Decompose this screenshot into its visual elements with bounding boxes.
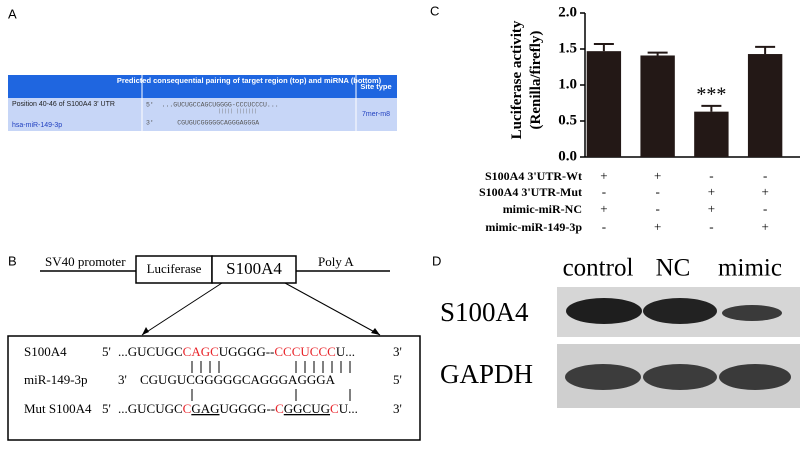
sequence-segment: C (275, 401, 284, 416)
prime-label: 3' (393, 344, 402, 359)
condition-mark: - (709, 219, 713, 234)
lane-label: NC (656, 255, 691, 282)
protein-label: GAPDH (440, 359, 533, 389)
prime-label: 3' (393, 401, 402, 416)
condition-mark: + (654, 168, 661, 183)
sequence-segment: GGCUG (284, 401, 330, 416)
panel-label: A (8, 6, 17, 21)
lane-label: control (563, 255, 634, 282)
polya-label: Poly A (318, 254, 354, 269)
gene-label: S100A4 (226, 259, 282, 278)
sequence-segment: UGGGG-- (219, 344, 275, 359)
condition-mark: + (708, 184, 715, 199)
y-tick-label: 0.0 (558, 148, 577, 164)
arrow (284, 282, 381, 336)
condition-mark: + (600, 168, 607, 183)
bar (586, 51, 622, 157)
condition-mark: - (709, 168, 713, 183)
y-axis-label: Luciferase activity (Renilla/firefly) (509, 20, 544, 139)
table-cell: hsa-miR-149-3p (12, 122, 62, 129)
sequence-segment: C (330, 401, 339, 416)
arrow-head (142, 327, 149, 335)
sequence-segment: ...GUCUGC (118, 344, 183, 359)
sequence-segment: CAGC (183, 344, 219, 359)
condition-mark: + (654, 219, 661, 234)
band (643, 364, 717, 390)
condition-mark: + (708, 201, 715, 216)
y-tick-label: 1.0 (558, 76, 577, 92)
condition-mark: + (761, 219, 768, 234)
bar (747, 54, 783, 157)
row-label: miR-149-3p (24, 372, 88, 387)
pairing-lines (191, 361, 351, 401)
header-cell: Site type (360, 82, 391, 91)
sequence: ...GUCUGCCGAGUGGGG--CGGCUGCU... (118, 401, 358, 416)
table-cell: Position 40-46 of S100A4 3' UTR (12, 101, 115, 108)
prime-label: 5' (393, 372, 402, 387)
arrow (141, 282, 223, 336)
sequence: CGUGUCGGGGGCAGGGAGGGA (140, 372, 336, 387)
condition-mark: - (655, 201, 659, 216)
sequence-segment: GAG (191, 401, 219, 416)
panel-label: D (432, 253, 441, 268)
y-tick-label: 1.5 (558, 40, 577, 56)
bar (640, 55, 675, 158)
sequence-segment: UGGGG-- (220, 401, 276, 416)
band (719, 364, 791, 390)
band (722, 305, 782, 321)
condition-mark: - (602, 219, 606, 234)
promoter-label: SV40 promoter (45, 254, 126, 269)
table-body (8, 98, 397, 131)
y-tick-label: 2.0 (558, 4, 577, 20)
table-cell: 7mer-m8 (362, 111, 390, 118)
prime-label: 5' (102, 401, 111, 416)
protein-label: S100A4 (440, 297, 529, 327)
condition-mark: + (600, 201, 607, 216)
table-header (8, 75, 397, 98)
sequence-segment: U... (339, 401, 358, 416)
band (565, 364, 641, 390)
condition-mark: - (763, 201, 767, 216)
condition-label: S100A4 3'UTR-Mut (479, 185, 582, 199)
condition-mark: - (602, 184, 606, 199)
row-label: Mut S100A4 (24, 401, 92, 416)
arrow-head (371, 328, 380, 335)
y-axis-label-line: Luciferase activity (509, 20, 525, 139)
y-axis-label-line: (Renilla/firefly) (528, 31, 544, 130)
prime-label: 3' (118, 372, 127, 387)
condition-label: S100A4 3'UTR-Wt (485, 169, 582, 183)
sequence-segment: CCCUCCC (274, 344, 335, 359)
bar (694, 111, 729, 157)
condition-label: mimic-miR-149-3p (485, 220, 582, 234)
lane-label: mimic (718, 255, 782, 282)
header-cell: Predicted consequential pairing of targe… (117, 76, 382, 85)
condition-mark: - (655, 184, 659, 199)
row-label: S100A4 (24, 344, 67, 359)
pairing: ||||| ||||||| (218, 108, 257, 114)
gene-box (211, 255, 297, 284)
condition-label: mimic-miR-NC (503, 202, 582, 216)
band (643, 298, 717, 324)
prime-label: 5' (102, 344, 111, 359)
panel-label: B (8, 253, 17, 268)
panel-label: C (430, 3, 439, 18)
sequence-segment: CGUGUCGGGGGCAGGGAGGGA (140, 372, 336, 387)
sequence: 5' ...GUCUGCCAGCUGGGG-CCCUCCCU... (146, 102, 279, 109)
sequence-box (7, 335, 421, 441)
band (566, 298, 642, 324)
sequence: 3' CGUGUCGGGGGCAGGGAGGGA (146, 120, 259, 127)
condition-mark: + (761, 184, 768, 199)
sequence: ...GUCUGCCAGCUGGGG--CCCUCCCU... (118, 344, 355, 359)
sequence-segment: ...GUCUGC (118, 401, 183, 416)
y-tick-label: 0.5 (558, 112, 577, 128)
sequence-segment: U... (336, 344, 355, 359)
condition-mark: - (763, 168, 767, 183)
sequence-segment: C (183, 401, 192, 416)
annotation: *** (696, 83, 726, 105)
luciferase-label: Luciferase (147, 261, 202, 276)
